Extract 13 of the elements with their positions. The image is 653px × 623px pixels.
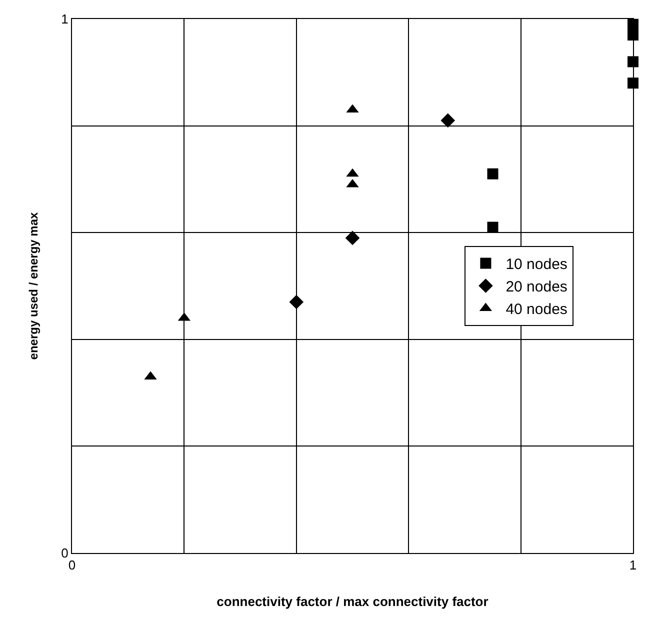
point xyxy=(487,168,498,180)
point xyxy=(628,56,638,68)
y-axis-title: energy used / energy max xyxy=(26,212,40,360)
legend-label: 40 nodes xyxy=(506,301,568,318)
point xyxy=(289,294,304,310)
point xyxy=(345,230,360,246)
point xyxy=(628,30,638,41)
legend-label: 20 nodes xyxy=(506,278,568,296)
legend-label: 10 nodes xyxy=(506,256,568,274)
x-axis-title: connectivity factor / max connectivity factor xyxy=(216,594,488,610)
point xyxy=(440,113,456,128)
point xyxy=(487,222,498,233)
point xyxy=(628,78,638,89)
